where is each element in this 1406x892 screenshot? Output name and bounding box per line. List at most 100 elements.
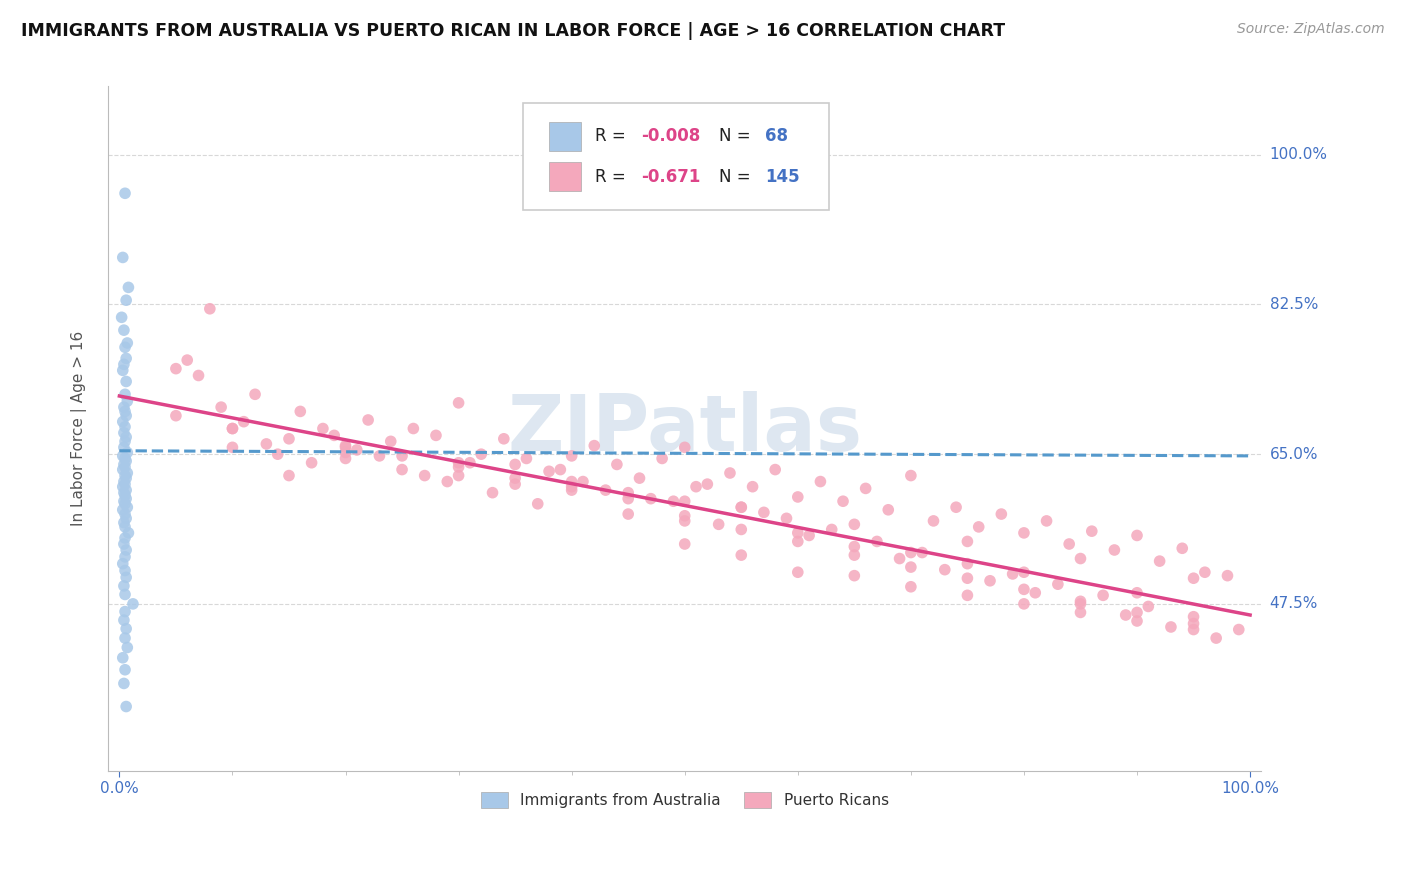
Point — [1012, 566, 1035, 580]
Point — [425, 428, 447, 442]
Point — [1160, 620, 1182, 634]
Point — [232, 415, 254, 429]
Point — [368, 449, 391, 463]
Text: -0.008: -0.008 — [641, 128, 700, 145]
Point — [266, 447, 288, 461]
Point — [673, 441, 696, 455]
Point — [707, 517, 730, 532]
Point — [165, 361, 187, 376]
Point — [538, 464, 561, 478]
Point — [221, 421, 243, 435]
Point — [786, 525, 808, 540]
Point — [112, 516, 135, 530]
Point — [763, 462, 786, 476]
Point — [718, 466, 741, 480]
Point — [900, 560, 922, 574]
Point — [346, 442, 368, 457]
Point — [1012, 597, 1035, 611]
Point — [1012, 525, 1035, 540]
Point — [470, 447, 492, 461]
Point — [198, 301, 221, 316]
Point — [380, 434, 402, 449]
Point — [1001, 566, 1024, 581]
Point — [1182, 609, 1205, 624]
Point — [1069, 606, 1091, 620]
Point — [254, 437, 277, 451]
Point — [117, 394, 139, 409]
Point — [112, 537, 135, 551]
Point — [436, 475, 458, 489]
Point — [786, 490, 808, 504]
Point — [115, 375, 138, 389]
Point — [1205, 631, 1227, 645]
Point — [561, 449, 583, 463]
Point — [945, 500, 967, 515]
Point — [115, 570, 138, 584]
Legend: Immigrants from Australia, Puerto Ricans: Immigrants from Australia, Puerto Ricans — [475, 786, 894, 814]
Point — [1194, 566, 1216, 580]
Point — [1126, 528, 1149, 542]
Point — [1069, 551, 1091, 566]
Point — [111, 415, 134, 429]
Point — [111, 363, 134, 377]
Point — [114, 404, 136, 418]
Point — [115, 454, 138, 468]
Point — [112, 323, 135, 337]
Point — [114, 477, 136, 491]
Point — [640, 491, 662, 506]
Point — [114, 520, 136, 534]
Point — [323, 428, 346, 442]
Point — [111, 650, 134, 665]
Point — [112, 613, 135, 627]
Point — [391, 449, 413, 463]
Point — [112, 485, 135, 500]
Point — [115, 293, 138, 308]
Point — [1012, 582, 1035, 597]
Point — [730, 523, 752, 537]
Point — [515, 451, 537, 466]
Point — [335, 439, 357, 453]
Point — [117, 525, 139, 540]
Point — [111, 503, 134, 517]
Point — [176, 353, 198, 368]
Point — [889, 551, 911, 566]
Point — [1126, 586, 1149, 600]
Point — [617, 507, 640, 521]
Point — [1126, 606, 1149, 620]
Point — [117, 445, 139, 459]
Point — [1126, 614, 1149, 628]
Point — [956, 557, 979, 571]
Point — [503, 477, 526, 491]
Point — [357, 413, 380, 427]
Point — [877, 503, 900, 517]
Point — [335, 445, 357, 459]
Point — [606, 458, 628, 472]
Point — [1081, 524, 1104, 538]
Point — [775, 511, 797, 525]
Point — [844, 548, 866, 562]
Text: IMMIGRANTS FROM AUSTRALIA VS PUERTO RICAN IN LABOR FORCE | AGE > 16 CORRELATION : IMMIGRANTS FROM AUSTRALIA VS PUERTO RICA… — [21, 22, 1005, 40]
Point — [117, 280, 139, 294]
Point — [114, 631, 136, 645]
Point — [447, 468, 470, 483]
Point — [115, 483, 138, 497]
Text: N =: N = — [720, 128, 756, 145]
Point — [673, 508, 696, 523]
Point — [112, 357, 135, 371]
Point — [662, 494, 685, 508]
Point — [114, 186, 136, 201]
Point — [115, 409, 138, 423]
Point — [561, 480, 583, 494]
Point — [526, 497, 548, 511]
Point — [855, 482, 877, 496]
Point — [900, 468, 922, 483]
Point — [696, 477, 718, 491]
Point — [832, 494, 855, 508]
Point — [114, 605, 136, 619]
Point — [685, 480, 707, 494]
Point — [1182, 616, 1205, 631]
Point — [111, 557, 134, 571]
Point — [114, 663, 136, 677]
Point — [114, 497, 136, 511]
Point — [673, 514, 696, 528]
